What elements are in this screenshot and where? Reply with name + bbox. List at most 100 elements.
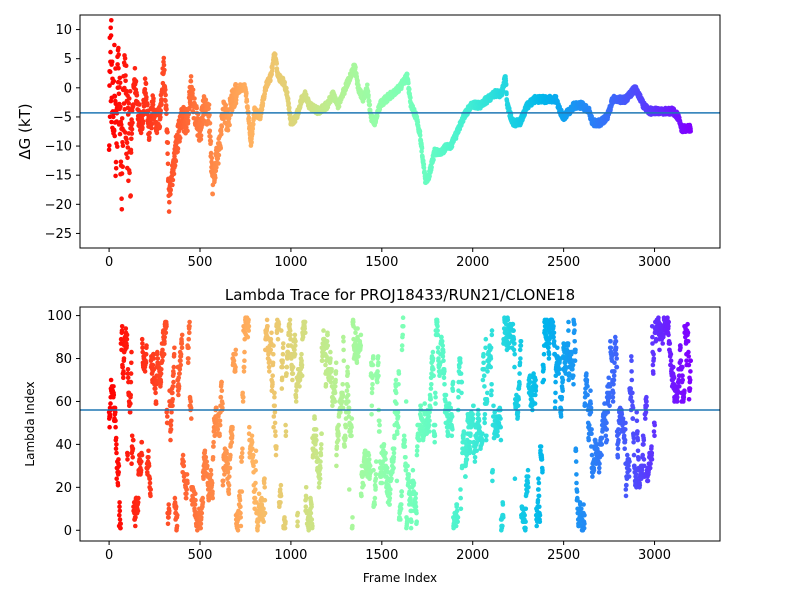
lambda-point <box>150 362 156 368</box>
lambda-point <box>117 508 123 514</box>
lambda-point <box>340 399 345 404</box>
lambda-point <box>136 495 141 501</box>
lambda-point <box>218 394 224 400</box>
lambda-point <box>166 515 171 520</box>
lambda-point <box>124 343 129 348</box>
lambda-point <box>247 424 252 430</box>
lambda-point <box>139 452 145 458</box>
delta-g-point <box>171 171 177 177</box>
lambda-point <box>246 328 251 333</box>
lambda-point <box>187 330 192 336</box>
lambda-point <box>199 515 204 520</box>
lambda-point <box>299 373 305 379</box>
lambda-point <box>261 506 266 512</box>
lambda-point <box>253 448 259 454</box>
lambda-point <box>174 523 180 529</box>
lambda-point <box>323 362 328 368</box>
lambda-point <box>375 379 380 385</box>
lambda-point <box>303 485 309 490</box>
lambda-point <box>377 429 382 434</box>
lambda-point <box>177 371 182 376</box>
lambda-point <box>290 377 295 383</box>
delta-g-point <box>216 161 221 166</box>
lambda-point <box>128 379 134 385</box>
delta-g-point <box>106 147 112 152</box>
lambda-point <box>316 485 322 490</box>
lambda-point <box>181 463 187 469</box>
lambda-point <box>415 444 420 449</box>
delta-g-point <box>140 125 145 131</box>
delta-g-point <box>163 92 168 98</box>
lambda-point <box>117 512 122 518</box>
lambda-point <box>131 437 136 443</box>
delta-g-point <box>367 102 373 108</box>
lambda-point <box>383 450 388 456</box>
lambda-point <box>319 358 325 364</box>
lambda-point <box>139 439 145 445</box>
delta-g-point <box>198 133 204 138</box>
delta-g-point <box>200 122 205 127</box>
delta-g-point <box>119 122 124 127</box>
lambda-point <box>245 334 251 340</box>
delta-g-point <box>244 91 249 96</box>
lambda-point <box>328 349 333 355</box>
delta-g-point <box>219 132 224 137</box>
lambda-point <box>280 358 286 364</box>
lambda-point <box>146 448 151 454</box>
lambda-point <box>238 515 243 520</box>
delta-g-plot: 0 500 1000 1500 2000 2500 3000 1050−5−10−15−20… <box>16 14 721 270</box>
lambda-point <box>396 371 402 376</box>
delta-g-point <box>268 78 273 83</box>
delta-g-point <box>159 97 164 102</box>
lambda-point <box>181 459 186 464</box>
lambda-point <box>135 508 141 514</box>
lambda-point <box>401 324 406 329</box>
delta-g-point <box>159 102 164 107</box>
lambda-point <box>231 358 237 364</box>
delta-g-point <box>206 102 212 108</box>
lambda-point <box>205 463 210 469</box>
delta-g-y-tick-label: 10 <box>55 23 72 38</box>
delta-g-point <box>207 112 212 118</box>
lambda-point <box>283 433 289 439</box>
lambda-point <box>391 446 397 452</box>
delta-g-point <box>118 159 124 165</box>
delta-g-point <box>112 42 117 48</box>
lambda-point <box>345 384 351 389</box>
lambda-point <box>349 433 354 439</box>
lambda-point <box>399 502 404 507</box>
delta-g-point <box>117 80 123 86</box>
lambda-point <box>343 435 348 441</box>
delta-g-point <box>185 118 191 124</box>
lambda-point <box>161 351 167 357</box>
lambda-point <box>343 424 349 430</box>
lambda-point <box>171 371 176 376</box>
delta-g-point <box>126 178 131 184</box>
lambda-point <box>264 317 270 323</box>
lambda-point <box>281 341 286 346</box>
lambda-point <box>115 482 121 488</box>
lambda-point <box>170 403 175 409</box>
lambda-point <box>238 504 243 510</box>
delta-g-point <box>208 150 214 156</box>
lambda-point <box>304 495 309 501</box>
lambda-point <box>240 390 245 396</box>
lambda-point <box>233 369 238 374</box>
lambda-point <box>249 433 255 439</box>
lambda-point <box>179 332 185 338</box>
delta-g-point <box>260 101 266 106</box>
lambda-point <box>246 324 252 329</box>
delta-g-point <box>190 91 195 96</box>
lambda-point <box>242 349 247 355</box>
lambda-plot-title: Lambda Trace for PROJ18433/RUN21/CLONE18 <box>225 286 575 304</box>
lambda-point <box>302 319 308 325</box>
delta-g-point <box>163 87 168 93</box>
lambda-point <box>262 485 268 490</box>
lambda-point <box>351 319 356 325</box>
lambda-point <box>171 364 177 370</box>
lambda-point <box>341 339 346 344</box>
lambda-point <box>168 422 174 428</box>
lambda-point <box>358 332 364 338</box>
delta-g-point <box>120 140 125 145</box>
lambda-point <box>123 326 129 331</box>
